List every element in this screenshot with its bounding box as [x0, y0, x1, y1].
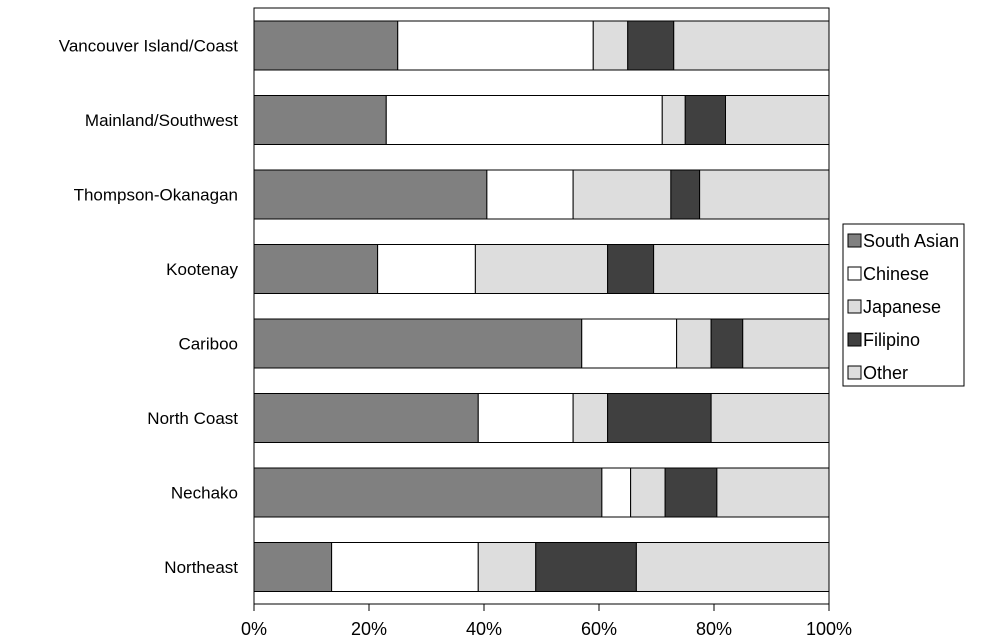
bar-segment-japanese: [676, 318, 712, 369]
category-label: North Coast: [147, 409, 238, 428]
x-tick-label: 80%: [696, 619, 732, 639]
bar-segment-filipino: [710, 318, 744, 369]
bar-segment-chinese: [397, 20, 594, 71]
legend-label: Japanese: [863, 297, 941, 317]
bar-segment-chinese: [581, 318, 678, 369]
bar-segment-filipino: [664, 467, 718, 518]
category-label: Thompson-Okanagan: [74, 186, 238, 205]
bar-segment-filipino: [535, 542, 637, 592]
category-label: Kootenay: [166, 260, 238, 279]
bar-segment-japanese: [474, 244, 609, 294]
bar-segment-japanese: [572, 393, 609, 443]
bar-segment-chinese: [486, 169, 574, 220]
legend-swatch: [847, 365, 862, 380]
bar-segment-south-asian: [253, 169, 488, 220]
bar-segment-chinese: [385, 95, 663, 145]
bar-segment-filipino: [607, 393, 712, 443]
bar-segment-chinese: [601, 467, 632, 518]
bar-segment-filipino: [627, 20, 675, 71]
legend-label: Chinese: [863, 264, 929, 284]
bar-segment-chinese: [377, 244, 476, 294]
bar-segment-japanese: [477, 542, 537, 592]
bar-segment-other: [635, 542, 830, 592]
x-tick-label: 60%: [581, 619, 617, 639]
bar-segment-south-asian: [253, 393, 479, 443]
bar-segment-japanese: [592, 20, 629, 71]
bar-segment-south-asian: [253, 542, 333, 592]
bar-segment-other: [673, 20, 830, 71]
bar-segment-japanese: [572, 169, 672, 220]
bar-segment-other: [725, 95, 830, 145]
bar-segment-south-asian: [253, 467, 603, 518]
category-label: Northeast: [164, 558, 238, 577]
category-label: Vancouver Island/Coast: [59, 37, 239, 56]
category-label: Nechako: [171, 484, 238, 503]
bar-segment-filipino: [684, 95, 726, 145]
bar-segment-south-asian: [253, 20, 399, 71]
bar-segment-other: [699, 169, 830, 220]
legend-swatch: [847, 332, 862, 347]
legend-swatch: [847, 299, 862, 314]
bar-segment-south-asian: [253, 95, 387, 145]
bar-segment-filipino: [670, 169, 701, 220]
legend-swatch: [847, 233, 862, 248]
bar-segment-other: [716, 467, 830, 518]
legend: South Asian Chinese Japanese Filipino Other: [842, 223, 965, 387]
x-axis-ticks: 0% 20% 40% 60% 80% 100%: [241, 604, 852, 639]
category-label: Mainland/Southwest: [85, 111, 238, 130]
x-tick-label: 20%: [351, 619, 387, 639]
legend-swatch: [847, 266, 862, 281]
y-axis-labels: Vancouver Island/Coast Mainland/Southwest…: [59, 37, 239, 578]
x-tick-label: 0%: [241, 619, 267, 639]
legend-label: South Asian: [863, 231, 959, 251]
bar-segment-filipino: [607, 244, 655, 294]
legend-label: Other: [863, 363, 908, 383]
category-label: Cariboo: [178, 335, 238, 354]
bar-segment-other: [710, 393, 830, 443]
legend-box: [842, 223, 965, 387]
bar-segment-chinese: [477, 393, 574, 443]
bar-segment-japanese: [661, 95, 686, 145]
bar-segment-chinese: [331, 542, 479, 592]
bar-segment-other: [742, 318, 830, 369]
bars-group: [253, 20, 830, 592]
bar-segment-south-asian: [253, 244, 379, 294]
bar-segment-japanese: [630, 467, 666, 518]
x-tick-label: 40%: [466, 619, 502, 639]
bar-segment-other: [653, 244, 830, 294]
x-tick-label: 100%: [806, 619, 852, 639]
legend-label: Filipino: [863, 330, 920, 350]
bar-segment-south-asian: [253, 318, 583, 369]
